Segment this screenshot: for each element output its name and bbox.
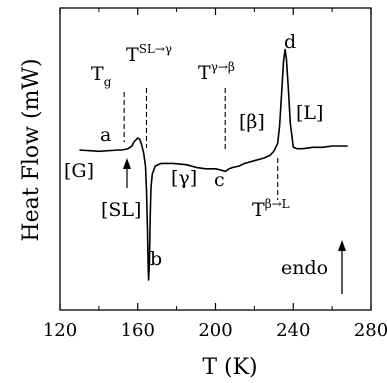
x-tick-label: 240 [276, 320, 310, 341]
tg-label: Tg [91, 63, 112, 89]
t-gamma-beta-label: Tγ→β [198, 60, 235, 84]
transition-markers [123, 88, 279, 200]
x-tick-label: 160 [121, 320, 155, 341]
point-a-label: a [100, 124, 111, 146]
heat-flow-line [79, 48, 348, 281]
point-d-label: d [284, 31, 296, 53]
point-b-label: b [150, 248, 162, 270]
x-tick-label: 200 [198, 320, 232, 341]
phase-g-label: [G] [64, 160, 94, 182]
sl-arrow [123, 158, 131, 188]
phase-beta-label: [β] [239, 111, 265, 133]
x-axis-title: T (K) [202, 355, 257, 380]
t-sl-gamma-label: TSL→γ [126, 42, 172, 66]
t-beta-l-label: Tβ→L [252, 197, 290, 221]
x-tick-label: 120 [43, 320, 77, 341]
phase-gamma-label: [γ] [171, 167, 197, 189]
x-tick-label: 280 [354, 320, 387, 341]
phase-sl-label: [SL] [101, 199, 141, 221]
phase-l-label: [L] [296, 102, 323, 124]
y-axis-title: Heat Flow (mW) [19, 58, 44, 241]
endo-label: endo [281, 257, 328, 279]
point-c-label: c [214, 169, 225, 191]
endo-arrow [338, 240, 346, 294]
x-ticks: 120 160 200 240 280 [43, 8, 387, 341]
heat-flow-curve [79, 48, 348, 281]
